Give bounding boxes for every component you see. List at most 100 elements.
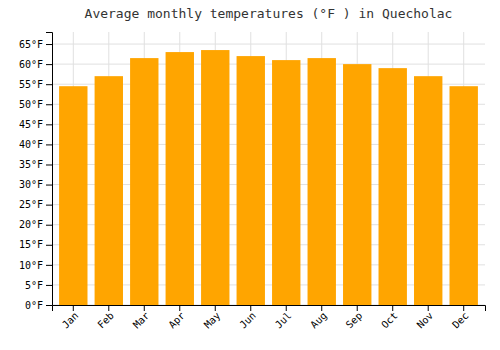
bar <box>379 68 407 305</box>
x-tick-mark <box>179 305 180 311</box>
y-tick-mark <box>46 265 52 266</box>
bars <box>59 50 478 305</box>
y-tick: 50°F <box>19 99 52 110</box>
y-tick-mark <box>46 104 52 105</box>
x-tick-label: Jun <box>237 310 258 331</box>
bar <box>130 58 158 305</box>
y-tick-label: 15°F <box>19 239 43 250</box>
x-tick: Oct <box>379 305 400 331</box>
y-tick: 20°F <box>19 219 52 230</box>
y-tick: 5°F <box>25 280 52 291</box>
x-tick-mark <box>428 305 429 311</box>
y-tick-label: 20°F <box>19 219 43 230</box>
x-tick: Jan <box>60 305 81 331</box>
y-tick-label: 0°F <box>25 300 43 311</box>
bar <box>450 86 478 305</box>
x-tick-label: Sep <box>344 310 365 331</box>
x-tick-label: Nov <box>415 310 436 331</box>
y-tick-mark <box>46 285 52 286</box>
bar <box>308 58 336 305</box>
x-tick: Aug <box>308 305 329 331</box>
grid-line-y <box>52 44 485 45</box>
y-tick-mark <box>46 205 52 206</box>
y-tick-label: 35°F <box>19 159 43 170</box>
y-tick-label: 40°F <box>19 139 43 150</box>
x-tick-mark <box>357 305 358 311</box>
title: Average monthly temperatures (°F ) in Qu… <box>85 6 453 21</box>
grid-line-y <box>52 64 485 65</box>
y-tick-mark <box>46 164 52 165</box>
x-tick-mark <box>321 305 322 311</box>
x-tick-label: May <box>202 310 223 331</box>
x-tick-label: Apr <box>166 310 187 331</box>
y-tick-mark <box>46 124 52 125</box>
y-tick: 30°F <box>19 179 52 190</box>
grid <box>52 32 485 305</box>
x-axis: Jan Feb Mar Apr May Jun Jul Aug Sep Oct Nov Dec <box>53 305 486 331</box>
x-tick: Nov <box>415 305 436 331</box>
y-tick-mark <box>46 305 52 306</box>
chart: 0°F 5°F 10°F 15°F 20°F 25°F 30°F 35°F 40°F 45°F 50… <box>0 0 500 350</box>
y-tick-mark <box>46 64 52 65</box>
y-tick-mark <box>46 185 52 186</box>
x-tick: Apr <box>166 305 187 331</box>
x-axis-line <box>53 306 486 312</box>
y-axis-line <box>46 33 53 306</box>
y-tick-label: 45°F <box>19 119 43 130</box>
y-tick: 35°F <box>19 159 52 170</box>
x-tick-mark <box>392 305 393 311</box>
y-tick: 10°F <box>19 260 52 271</box>
x-tick: Dec <box>450 305 471 331</box>
y-tick: 60°F <box>19 59 52 70</box>
x-tick-mark <box>215 305 216 311</box>
bar <box>59 86 87 305</box>
x-tick-label: Jan <box>60 310 81 331</box>
plot: 0°F 5°F 10°F 15°F 20°F 25°F 30°F 35°F 40°F 45°F 50… <box>19 32 486 331</box>
x-tick-label: Oct <box>379 310 400 331</box>
y-tick-mark <box>46 225 52 226</box>
y-tick: 45°F <box>19 119 52 130</box>
bar <box>95 76 123 305</box>
y-tick: 40°F <box>19 139 52 150</box>
x-tick: Feb <box>95 305 116 331</box>
y-tick-label: 10°F <box>19 260 43 271</box>
x-tick-mark <box>463 305 464 311</box>
x-tick-mark <box>286 305 287 311</box>
y-tick-label: 60°F <box>19 59 43 70</box>
y-tick-label: 50°F <box>19 99 43 110</box>
bar <box>414 76 442 305</box>
x-tick-label: Aug <box>308 310 329 331</box>
y-axis: 0°F 5°F 10°F 15°F 20°F 25°F 30°F 35°F 40°F 45°F 50… <box>19 33 53 311</box>
x-tick-label: Mar <box>131 310 152 331</box>
y-tick: 0°F <box>25 300 52 311</box>
x-tick: May <box>202 305 223 331</box>
bar <box>272 60 300 305</box>
y-tick: 65°F <box>19 39 52 50</box>
y-tick-mark <box>46 44 52 45</box>
x-tick-label: Jul <box>273 310 294 331</box>
y-tick-label: 30°F <box>19 179 43 190</box>
y-tick: 55°F <box>19 79 52 90</box>
x-tick: Jun <box>237 305 258 331</box>
y-tick-mark <box>46 144 52 145</box>
bar <box>237 56 265 305</box>
bar <box>201 50 229 305</box>
x-tick-mark <box>250 305 251 311</box>
x-tick-mark <box>73 305 74 311</box>
y-tick-label: 65°F <box>19 39 43 50</box>
x-tick-label: Feb <box>95 310 116 331</box>
y-tick-mark <box>46 245 52 246</box>
x-tick-mark <box>144 305 145 311</box>
x-tick: Sep <box>344 305 365 331</box>
y-tick-mark <box>46 84 52 85</box>
x-tick: Mar <box>131 305 152 331</box>
y-tick: 25°F <box>19 199 52 210</box>
y-tick: 15°F <box>19 239 52 250</box>
x-tick: Jul <box>273 305 294 331</box>
x-tick-label: Dec <box>450 310 471 331</box>
bar <box>166 52 194 305</box>
bar <box>343 64 371 305</box>
y-tick-label: 55°F <box>19 79 43 90</box>
y-tick-label: 5°F <box>25 280 43 291</box>
x-tick-mark <box>108 305 109 311</box>
